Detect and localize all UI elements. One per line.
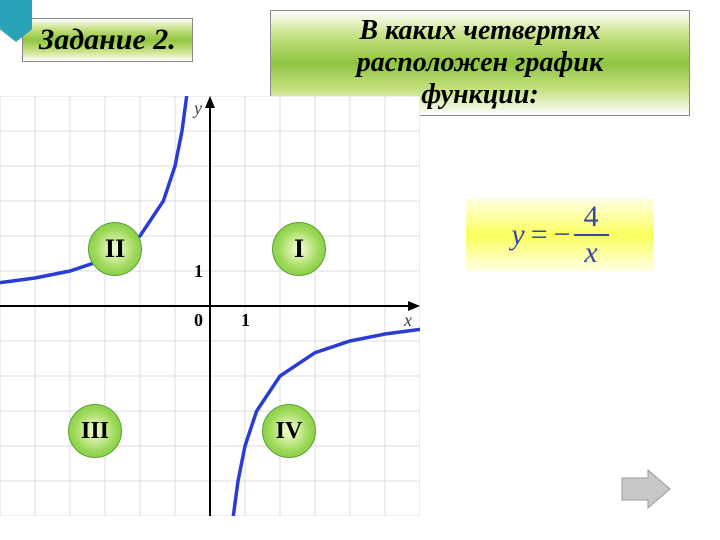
next-arrow-button[interactable] [618,468,674,510]
quadrant-badge-ii[interactable]: II [88,222,142,276]
svg-text:y: y [192,98,202,118]
formula-box: y = − 4 x [466,198,654,272]
formula-fraction: 4 x [574,202,609,268]
svg-text:0: 0 [194,310,203,330]
svg-text:1: 1 [194,261,203,281]
svg-text:x: x [403,310,412,330]
formula-eq: = [531,218,548,252]
question-line-1: В каких четвертях [287,15,673,47]
task-title: Задание 2. [22,18,193,62]
formula-lhs: y [511,218,524,252]
quadrant-badge-i[interactable]: I [272,222,326,276]
formula-neg: − [554,218,571,252]
coordinate-plane: y x 1 1 0 [0,96,420,516]
task-title-text: Задание 2. [39,23,176,56]
quadrant-badge-iv[interactable]: IV [262,404,316,458]
question-line-2: расположен график [287,47,673,79]
formula-numerator: 4 [574,202,609,236]
quadrant-badge-iii[interactable]: III [68,404,122,458]
formula-denominator: x [584,236,597,268]
svg-text:1: 1 [241,310,250,330]
graph-area: yx110 IIIIIIIV [0,96,420,516]
